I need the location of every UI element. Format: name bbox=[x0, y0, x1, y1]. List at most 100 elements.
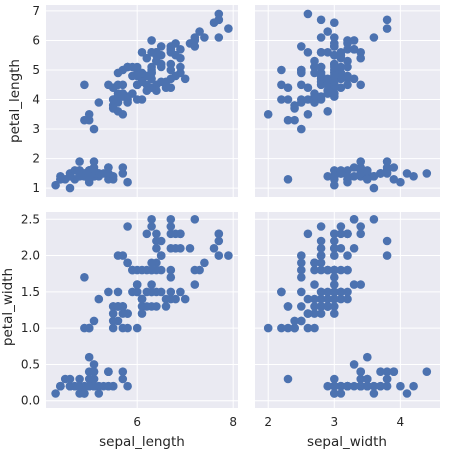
data-point bbox=[303, 95, 313, 104]
data-point bbox=[108, 309, 118, 318]
data-point bbox=[363, 166, 372, 175]
data-point bbox=[118, 169, 128, 178]
data-point bbox=[152, 244, 161, 253]
data-point bbox=[297, 80, 306, 90]
data-point bbox=[104, 163, 113, 172]
data-point bbox=[389, 163, 399, 172]
data-point bbox=[214, 33, 224, 42]
data-point bbox=[75, 172, 84, 181]
data-point bbox=[330, 42, 339, 51]
data-point bbox=[214, 229, 224, 239]
data-point bbox=[382, 24, 392, 33]
data-point bbox=[349, 74, 359, 84]
data-point bbox=[137, 95, 147, 104]
data-point bbox=[142, 53, 152, 63]
data-point bbox=[297, 251, 306, 260]
data-point bbox=[147, 280, 156, 289]
data-point bbox=[343, 251, 352, 260]
data-point bbox=[190, 215, 200, 224]
data-point bbox=[343, 172, 352, 181]
data-point bbox=[147, 65, 156, 75]
data-point bbox=[343, 39, 352, 48]
data-point bbox=[356, 48, 366, 57]
data-point bbox=[389, 175, 399, 184]
y-tick-label: 3 bbox=[32, 122, 40, 136]
data-point bbox=[118, 163, 128, 172]
data-point bbox=[310, 56, 319, 66]
data-point bbox=[176, 287, 185, 297]
y-tick-label: 7 bbox=[32, 4, 40, 18]
data-point bbox=[89, 360, 99, 369]
data-point bbox=[195, 27, 204, 36]
data-point bbox=[369, 172, 379, 181]
data-point bbox=[297, 258, 306, 268]
data-point bbox=[356, 157, 366, 166]
data-point bbox=[303, 9, 313, 19]
data-point bbox=[152, 236, 161, 246]
data-point bbox=[349, 280, 359, 289]
data-point bbox=[214, 236, 224, 246]
data-point bbox=[330, 244, 339, 253]
data-point bbox=[166, 215, 176, 224]
y-tick-label: 0.5 bbox=[21, 357, 40, 371]
data-point bbox=[316, 251, 326, 260]
data-point bbox=[316, 92, 326, 101]
data-point bbox=[369, 389, 379, 398]
data-point bbox=[118, 374, 128, 384]
data-point bbox=[303, 229, 313, 239]
data-point bbox=[316, 258, 326, 268]
data-point bbox=[118, 110, 128, 119]
data-point bbox=[142, 86, 152, 95]
data-point bbox=[343, 294, 352, 304]
data-point bbox=[336, 222, 346, 231]
data-point bbox=[297, 287, 306, 297]
data-point bbox=[137, 48, 147, 57]
data-point bbox=[343, 62, 352, 72]
data-point bbox=[132, 280, 142, 289]
data-point bbox=[376, 381, 385, 391]
data-point bbox=[323, 107, 333, 116]
data-point bbox=[363, 175, 372, 184]
data-point bbox=[336, 229, 346, 239]
data-point bbox=[297, 95, 306, 104]
y-tick-label: 2 bbox=[32, 152, 40, 166]
data-point bbox=[363, 374, 372, 384]
data-point bbox=[336, 62, 346, 72]
data-point bbox=[118, 309, 128, 318]
data-point bbox=[343, 71, 352, 81]
data-point bbox=[84, 381, 94, 391]
data-point bbox=[113, 68, 123, 78]
y-tick-label: 5 bbox=[32, 63, 40, 77]
data-point bbox=[209, 244, 219, 253]
data-point bbox=[349, 172, 359, 181]
y-tick-label: 4 bbox=[32, 93, 40, 107]
data-point bbox=[118, 323, 128, 333]
data-point bbox=[277, 323, 286, 333]
data-point bbox=[330, 273, 339, 282]
data-point bbox=[316, 33, 326, 42]
data-point bbox=[356, 169, 366, 178]
data-point bbox=[263, 110, 273, 119]
data-point bbox=[104, 367, 113, 377]
data-point bbox=[303, 294, 313, 304]
data-point bbox=[283, 374, 293, 384]
data-point bbox=[330, 265, 339, 275]
data-point bbox=[330, 389, 339, 398]
data-point bbox=[310, 280, 319, 289]
data-point bbox=[330, 251, 339, 260]
data-point bbox=[118, 367, 128, 377]
data-point bbox=[356, 80, 366, 90]
y-tick-label: 6 bbox=[32, 33, 40, 47]
data-point bbox=[224, 251, 233, 260]
data-point bbox=[99, 381, 108, 391]
data-point bbox=[323, 294, 333, 304]
data-point bbox=[166, 222, 176, 231]
data-point bbox=[108, 95, 118, 104]
data-point bbox=[283, 323, 293, 333]
data-point bbox=[303, 309, 313, 318]
data-point bbox=[330, 374, 339, 384]
data-point bbox=[330, 172, 339, 181]
data-point bbox=[185, 244, 195, 253]
data-point bbox=[369, 215, 379, 224]
data-point bbox=[310, 323, 319, 333]
